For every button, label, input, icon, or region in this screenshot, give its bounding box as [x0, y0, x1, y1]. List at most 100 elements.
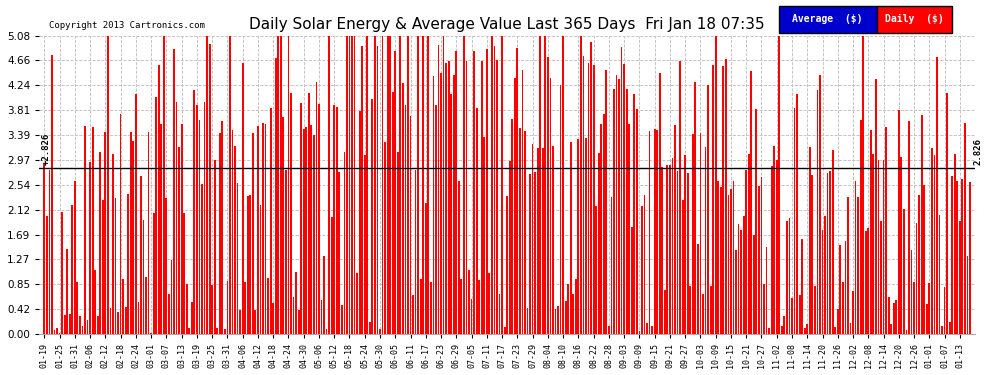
- Bar: [99, 152, 101, 334]
- Bar: [937, 57, 938, 334]
- Bar: [331, 217, 333, 334]
- Bar: [814, 286, 816, 334]
- Bar: [280, 36, 282, 334]
- Bar: [844, 241, 846, 334]
- Bar: [880, 221, 882, 334]
- Bar: [870, 130, 872, 334]
- Bar: [397, 152, 399, 334]
- Bar: [196, 105, 198, 334]
- Bar: [219, 134, 221, 334]
- Bar: [117, 312, 119, 334]
- Bar: [842, 282, 843, 334]
- FancyBboxPatch shape: [877, 6, 951, 33]
- Bar: [964, 123, 966, 334]
- Bar: [376, 46, 378, 334]
- Bar: [575, 279, 577, 334]
- Bar: [603, 114, 605, 334]
- Bar: [872, 154, 874, 334]
- Bar: [946, 93, 948, 334]
- Text: Copyright 2013 Cartronics.com: Copyright 2013 Cartronics.com: [49, 21, 205, 30]
- Bar: [186, 284, 188, 334]
- Bar: [204, 102, 205, 334]
- Bar: [712, 65, 714, 334]
- Bar: [329, 36, 330, 334]
- Bar: [867, 228, 869, 334]
- Bar: [303, 129, 305, 334]
- Bar: [694, 82, 696, 334]
- Bar: [69, 314, 70, 334]
- Bar: [188, 328, 190, 334]
- Bar: [931, 148, 933, 334]
- Bar: [447, 61, 449, 334]
- Bar: [953, 154, 955, 334]
- Bar: [371, 99, 373, 334]
- Bar: [341, 305, 343, 334]
- Bar: [549, 78, 551, 334]
- Bar: [358, 111, 360, 334]
- Bar: [252, 133, 253, 334]
- Bar: [290, 93, 292, 334]
- Bar: [384, 142, 386, 334]
- Bar: [267, 278, 269, 334]
- Bar: [653, 129, 655, 334]
- Bar: [262, 123, 264, 334]
- Bar: [718, 180, 719, 334]
- Bar: [170, 260, 172, 334]
- Text: Daily  ($): Daily ($): [885, 14, 943, 24]
- Bar: [753, 235, 754, 334]
- Bar: [53, 330, 55, 334]
- Bar: [140, 176, 142, 334]
- Bar: [656, 129, 658, 334]
- Bar: [346, 36, 347, 334]
- Bar: [150, 333, 152, 334]
- Bar: [697, 244, 699, 334]
- Bar: [452, 75, 454, 334]
- Bar: [173, 50, 175, 334]
- Bar: [621, 47, 623, 334]
- Bar: [211, 285, 213, 334]
- Bar: [76, 282, 78, 334]
- Bar: [110, 308, 111, 334]
- Bar: [430, 282, 432, 334]
- Bar: [66, 249, 68, 334]
- Bar: [859, 120, 861, 334]
- Bar: [318, 104, 320, 334]
- Bar: [257, 126, 258, 334]
- Bar: [214, 160, 216, 334]
- Bar: [44, 164, 46, 334]
- Bar: [191, 302, 193, 334]
- Bar: [178, 147, 180, 334]
- Bar: [819, 75, 821, 334]
- Bar: [499, 294, 500, 334]
- Bar: [242, 63, 244, 334]
- Bar: [929, 284, 931, 334]
- Bar: [222, 121, 223, 334]
- Bar: [138, 302, 140, 334]
- Bar: [470, 298, 472, 334]
- Bar: [532, 144, 534, 334]
- Bar: [966, 256, 968, 334]
- Bar: [702, 294, 704, 334]
- Bar: [616, 75, 618, 334]
- Bar: [107, 36, 109, 334]
- Bar: [631, 227, 633, 334]
- Bar: [542, 148, 544, 334]
- Bar: [206, 36, 208, 334]
- Bar: [789, 218, 790, 334]
- Bar: [506, 196, 508, 334]
- Bar: [745, 170, 747, 334]
- Bar: [374, 36, 376, 334]
- Bar: [412, 295, 414, 334]
- Bar: [308, 93, 310, 334]
- Bar: [919, 195, 920, 334]
- Bar: [351, 36, 352, 334]
- Bar: [387, 36, 388, 334]
- Bar: [720, 187, 722, 334]
- Bar: [771, 166, 772, 334]
- Bar: [259, 205, 261, 334]
- Bar: [895, 300, 897, 334]
- Bar: [269, 108, 271, 334]
- Bar: [71, 205, 73, 334]
- Bar: [835, 327, 837, 334]
- Bar: [830, 171, 831, 334]
